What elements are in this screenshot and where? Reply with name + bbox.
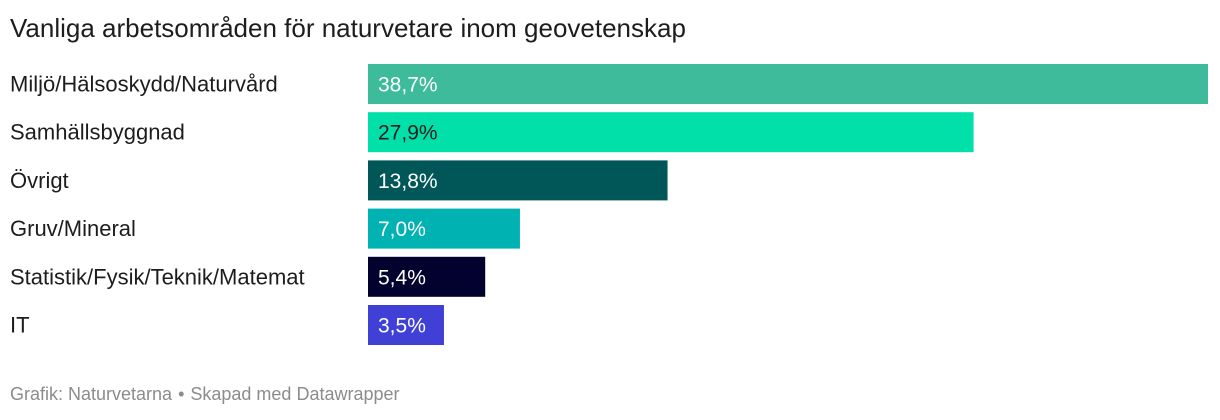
category-label: IT (10, 313, 30, 338)
category-label: Övrigt (10, 168, 69, 193)
footer-credit: Skapad med Datawrapper (190, 384, 400, 404)
bar-chart: Miljö/Hälsoskydd/Naturvård 38,7% Samhällsb… (10, 64, 1208, 345)
value-label: 38,7% (378, 74, 438, 97)
footer-separator: • (178, 384, 185, 404)
value-label: 13,8% (378, 170, 438, 193)
bar (368, 208, 520, 249)
footer-source: Grafik: Naturvetarna (10, 384, 173, 404)
value-label: 5,4% (378, 266, 426, 289)
bar (368, 112, 974, 153)
chart-title: Vanliga arbetsområden för naturvetare in… (10, 13, 686, 43)
category-label: Miljö/Hälsoskydd/Naturvård (10, 72, 278, 97)
chart-footer: Grafik: Naturvetarna • Skapad med Datawrap… (10, 384, 400, 405)
category-label: Statistik/Fysik/Teknik/Matemat (10, 264, 305, 289)
value-label: 7,0% (378, 218, 426, 241)
category-label: Samhällsbyggnad (10, 120, 185, 145)
bar (368, 305, 444, 345)
bar (368, 160, 668, 201)
bar (368, 256, 486, 297)
value-label: 27,9% (378, 122, 438, 145)
value-label: 3,5% (378, 315, 426, 338)
category-label: Gruv/Mineral (10, 216, 136, 241)
bar (368, 64, 1208, 104)
